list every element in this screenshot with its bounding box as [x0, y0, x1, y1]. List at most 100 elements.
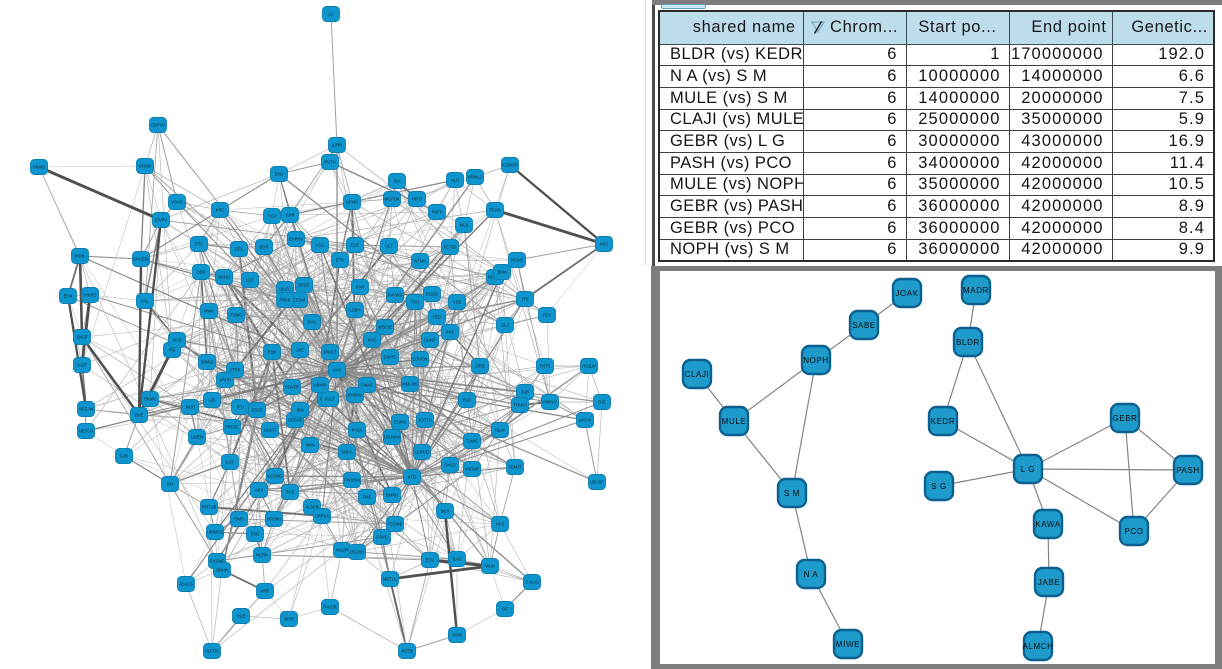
svg-text:LGF: LGF: [226, 460, 234, 465]
svg-text:KGWOP: KGWOP: [502, 163, 518, 168]
svg-text:TEAN: TEAN: [490, 208, 501, 213]
svg-text:DEC: DEC: [235, 247, 244, 252]
svg-text:OMS: OMS: [234, 517, 244, 522]
svg-text:BVHU: BVHU: [218, 275, 229, 280]
svg-text:SJIR: SJIR: [286, 213, 295, 218]
svg-text:AVS: AVS: [333, 368, 341, 373]
svg-text:VLT: VLT: [385, 244, 393, 249]
svg-text:OBP: OBP: [197, 270, 206, 275]
svg-text:VSB: VSB: [453, 300, 461, 305]
svg-text:IOA: IOA: [393, 179, 400, 184]
svg-text:HUUPI: HUUPI: [336, 548, 349, 553]
svg-text:PKFF: PKFF: [432, 210, 443, 215]
svg-text:DSLNH: DSLNH: [350, 550, 364, 555]
svg-text:KRC: KRC: [216, 208, 225, 213]
svg-text:ORD: ORD: [475, 364, 484, 369]
svg-text:EOL: EOL: [426, 558, 435, 563]
svg-text:KGSMG: KGSMG: [267, 474, 282, 479]
svg-text:BAG: BAG: [453, 557, 462, 562]
svg-text:SIT: SIT: [502, 607, 509, 612]
svg-text:VKGMT: VKGMT: [465, 467, 480, 472]
svg-text:DGGD: DGGD: [426, 292, 438, 297]
svg-text:HIFO: HIFO: [412, 197, 422, 202]
svg-text:EEDM: EEDM: [293, 298, 305, 303]
svg-text:EPM: EPM: [64, 294, 73, 299]
svg-text:OTC: OTC: [195, 242, 204, 247]
svg-text:NFONH: NFONH: [267, 517, 282, 522]
svg-text:AIJKA: AIJKA: [341, 450, 353, 455]
svg-text:FED: FED: [433, 315, 441, 320]
svg-text:SNSP: SNSP: [76, 335, 87, 340]
svg-text:KFD: KFD: [408, 475, 416, 480]
svg-text:RBHL: RBHL: [75, 254, 87, 259]
svg-text:VRPH: VRPH: [219, 378, 230, 383]
svg-text:FCV: FCV: [543, 313, 551, 318]
svg-text:UBASF: UBASF: [590, 480, 604, 485]
svg-text:DPDF: DPDF: [298, 283, 310, 288]
svg-text:GEBR: GEBR: [1112, 414, 1137, 423]
svg-text:ITS: ITS: [522, 297, 529, 302]
svg-text:KNSML: KNSML: [348, 393, 363, 398]
svg-text:HLFOU: HLFOU: [205, 649, 219, 654]
svg-text:L G: L G: [1021, 465, 1035, 474]
svg-text:S M: S M: [784, 489, 800, 498]
svg-text:ALMCH: ALMCH: [1022, 642, 1053, 651]
svg-text:BDR: BDR: [260, 245, 269, 250]
svg-text:HOWE: HOWE: [511, 258, 524, 263]
svg-text:UOEN: UOEN: [191, 435, 203, 440]
svg-text:PASA: PASA: [352, 428, 363, 433]
svg-text:UBMPI: UBMPI: [314, 383, 327, 388]
svg-text:AJRR: AJRR: [332, 143, 343, 148]
svg-text:EDK: EDK: [268, 350, 277, 355]
svg-text:SDMJT: SDMJT: [508, 465, 522, 470]
svg-text:WDLSE: WDLSE: [378, 325, 393, 330]
svg-text:PASH: PASH: [1176, 466, 1200, 475]
svg-text:RDVFR: RDVFR: [285, 385, 299, 390]
svg-text:KNF: KNF: [446, 330, 455, 335]
svg-text:SABE: SABE: [852, 321, 876, 330]
svg-text:JADT: JADT: [77, 363, 88, 368]
svg-text:WRF: WRF: [260, 589, 270, 594]
svg-text:MWK: MWK: [204, 309, 214, 314]
svg-text:JOAK: JOAK: [895, 289, 918, 298]
svg-text:KFI: KFI: [167, 482, 173, 487]
svg-text:WGFUK: WGFUK: [384, 197, 400, 202]
svg-text:AKV: AKV: [255, 488, 263, 493]
svg-text:FNVB: FNVB: [280, 298, 291, 303]
svg-text:EUE: EUE: [351, 243, 360, 248]
svg-text:ETK: ETK: [336, 258, 344, 263]
svg-text:GDSAB: GDSAB: [288, 418, 303, 423]
svg-text:EHPHV: EHPHV: [289, 237, 303, 242]
svg-text:UFIBM: UFIBM: [139, 164, 152, 169]
svg-text:N A: N A: [804, 570, 819, 579]
svg-text:JUR: JUR: [521, 390, 529, 395]
svg-text:FWVRM: FWVRM: [344, 478, 360, 483]
svg-text:ALSFN: ALSFN: [305, 505, 318, 510]
svg-text:BNVLT: BNVLT: [324, 350, 337, 355]
svg-text:WAB: WAB: [172, 338, 181, 343]
svg-text:UUUIT: UUUIT: [264, 428, 277, 433]
svg-text:TFKKH: TFKKH: [513, 403, 526, 408]
svg-text:TKM: TKM: [268, 214, 277, 219]
svg-text:EKO: EKO: [463, 398, 472, 403]
svg-text:PAVDR: PAVDR: [323, 605, 337, 610]
svg-text:DVIHC: DVIHC: [384, 355, 397, 360]
svg-text:FAL: FAL: [141, 299, 149, 304]
svg-text:EKU: EKU: [275, 172, 283, 177]
svg-text:GURJD: GURJD: [415, 450, 429, 455]
svg-text:RUTK: RUTK: [324, 160, 335, 165]
svg-text:HSJLW: HSJLW: [582, 364, 596, 369]
svg-text:KNG: KNG: [600, 242, 609, 247]
svg-text:SILR: SILR: [440, 509, 449, 514]
svg-text:JFU: JFU: [236, 405, 244, 410]
svg-text:OSW: OSW: [452, 633, 462, 638]
svg-text:FTRP: FTRP: [230, 368, 241, 373]
svg-text:BMMJ: BMMJ: [386, 493, 398, 498]
svg-text:FME: FME: [363, 495, 372, 500]
svg-text:ODHN: ODHN: [216, 568, 228, 573]
svg-text:TNTS: TNTS: [540, 364, 551, 369]
svg-text:MADR: MADR: [963, 286, 989, 295]
svg-text:FAB: FAB: [120, 454, 128, 459]
svg-text:RHS: RHS: [286, 490, 295, 495]
svg-text:S G: S G: [931, 482, 947, 491]
